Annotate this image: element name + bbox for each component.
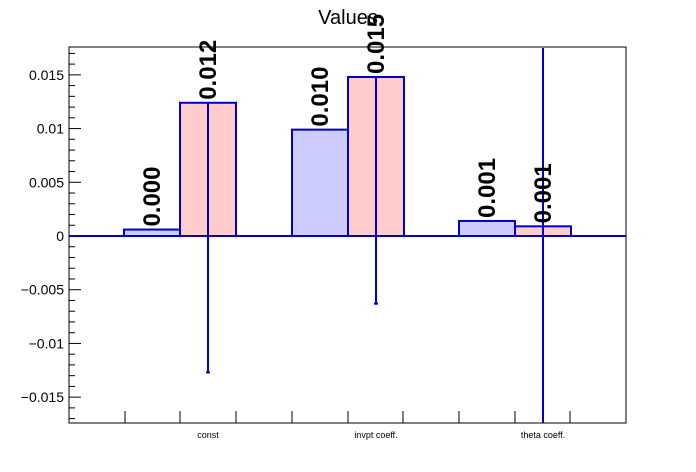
bar [291, 128, 349, 238]
y-tick-label: −0.015 [21, 389, 64, 405]
value-label: 0.015 [363, 14, 390, 74]
y-tick-label: 0.015 [29, 67, 64, 83]
chart-title: Values [318, 7, 378, 29]
x-category-label: invpt coeff. [354, 430, 397, 440]
value-label: 0.001 [474, 158, 501, 218]
x-category-label: const [197, 430, 219, 440]
bar [458, 219, 516, 238]
value-label: 0.000 [139, 166, 166, 226]
value-label: 0.001 [530, 163, 557, 223]
y-tick-label: 0.01 [37, 121, 64, 137]
plot-area: −0.015 −0.01 −0.005 0 0.005 0.01 0.015 0.000 0.0… [21, 14, 627, 440]
x-category-label: theta coeff. [521, 430, 565, 440]
y-tick-label: 0.005 [29, 174, 64, 190]
value-label: 0.012 [195, 40, 222, 100]
y-tick-label: −0.005 [21, 282, 64, 298]
value-label: 0.010 [307, 67, 334, 127]
y-tick-label: −0.01 [29, 335, 65, 351]
y-tick-label: 0 [56, 228, 64, 244]
